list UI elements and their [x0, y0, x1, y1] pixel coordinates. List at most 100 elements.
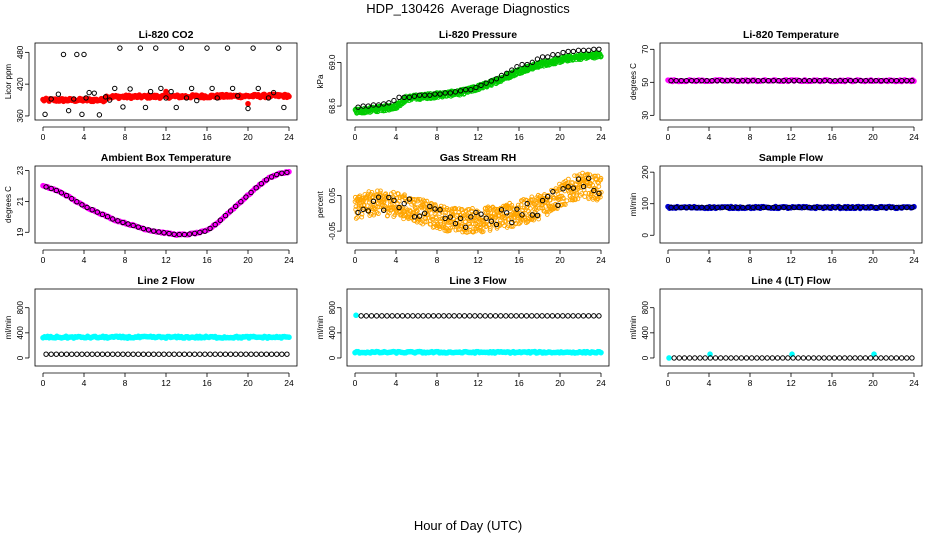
data-point: [598, 53, 604, 59]
data-point: [161, 230, 167, 236]
data-point: [286, 334, 292, 341]
data-point: [719, 77, 726, 84]
data-point: [506, 216, 512, 222]
data-point: [468, 86, 474, 93]
data-point: [447, 90, 454, 96]
data-point: [873, 77, 879, 84]
data-point: [755, 77, 761, 84]
data-point: [457, 88, 464, 94]
data-point: [233, 351, 239, 357]
data-point: [540, 205, 545, 211]
data-point: [224, 45, 231, 51]
data-point: [178, 45, 185, 51]
data-point: [377, 204, 382, 210]
data-point: [750, 77, 756, 84]
data-point: [248, 351, 254, 357]
data-point: [561, 196, 566, 201]
data-point: [391, 197, 397, 204]
data-point: [724, 77, 731, 84]
x-tick-label: 8: [435, 378, 440, 388]
data-point: [745, 204, 751, 211]
data-point: [473, 209, 479, 216]
data-point: [437, 91, 443, 97]
data-point: [89, 207, 95, 213]
data-point: [483, 215, 489, 221]
data-point: [456, 313, 463, 319]
data-point: [130, 222, 136, 229]
data-point: [743, 355, 750, 361]
data-point: [852, 355, 858, 361]
data-point: [253, 185, 259, 191]
data-point: [572, 173, 577, 179]
data-point: [358, 203, 364, 208]
series-0: [40, 333, 292, 341]
data-point: [156, 229, 162, 235]
x-tick-label: 4: [82, 255, 87, 265]
x-tick-label: 16: [514, 255, 524, 265]
y-tick-label: 0: [641, 232, 650, 237]
y-tick-label: 68.6: [328, 98, 337, 114]
data-point: [279, 170, 285, 176]
data-point: [274, 171, 280, 178]
data-point: [207, 225, 213, 232]
y-tick-label: 800: [641, 300, 650, 314]
data-point: [504, 210, 510, 216]
data-point: [596, 190, 602, 197]
data-point: [709, 204, 715, 211]
data-point: [575, 176, 582, 182]
data-point: [686, 355, 693, 361]
data-point: [683, 204, 690, 211]
data-point: [410, 212, 416, 218]
data-point: [233, 203, 239, 210]
y-axis-label: degrees C: [4, 186, 13, 223]
data-point: [373, 313, 380, 319]
data-point: [534, 56, 541, 62]
data-point: [410, 313, 416, 319]
data-point: [355, 104, 361, 110]
data-point: [365, 208, 372, 214]
data-point: [883, 77, 890, 84]
data-point: [832, 204, 838, 211]
data-point: [769, 355, 776, 361]
x-tick-label: 20: [868, 132, 878, 142]
data-point: [544, 209, 549, 215]
panel-title: Line 4 (LT) Flow: [751, 275, 831, 287]
data-point: [518, 313, 525, 319]
data-point: [847, 204, 854, 211]
data-point: [697, 355, 703, 361]
data-point: [565, 184, 571, 190]
data-point: [570, 180, 576, 185]
data-point: [523, 313, 530, 319]
data-point: [740, 77, 746, 84]
data-point: [427, 92, 433, 98]
data-point: [488, 218, 495, 224]
data-point: [534, 313, 540, 319]
y-tick-label: 400: [641, 326, 650, 340]
data-point: [518, 202, 524, 208]
data-point: [452, 89, 459, 95]
data-point: [878, 355, 884, 361]
data-point: [115, 218, 121, 224]
data-point: [545, 54, 551, 60]
data-point: [473, 84, 479, 91]
data-point: [498, 207, 505, 213]
data-point: [472, 313, 478, 319]
data-point: [202, 228, 208, 234]
data-point: [181, 351, 188, 357]
data-point: [268, 174, 275, 180]
data-point: [355, 214, 360, 220]
data-point: [544, 313, 550, 319]
data-point: [161, 351, 167, 357]
data-point: [528, 197, 534, 202]
data-point: [709, 77, 715, 84]
data-point: [791, 77, 797, 84]
plot-frame: [346, 288, 610, 367]
y-axis-label: kPa: [316, 74, 325, 88]
data-point: [570, 185, 577, 191]
data-point: [86, 89, 92, 96]
data-point: [688, 204, 695, 211]
data-point: [529, 59, 536, 66]
data-point: [391, 97, 397, 104]
data-point: [74, 51, 80, 58]
data-point: [401, 94, 407, 101]
